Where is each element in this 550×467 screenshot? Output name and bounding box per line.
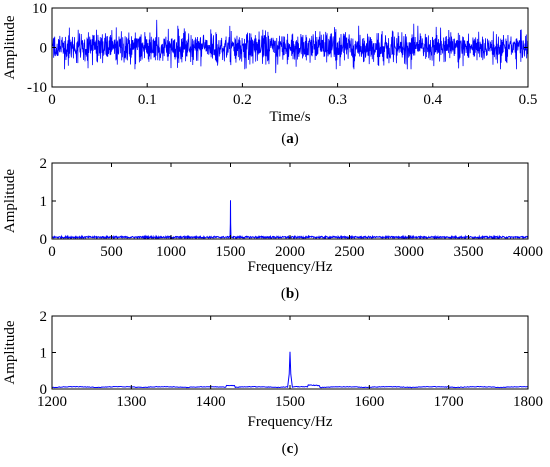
axes-frame: [51, 162, 529, 240]
y-axis-label: Amplitude: [2, 169, 18, 234]
y-axis-label: Amplitude: [2, 15, 18, 80]
y-tick-label: 0: [40, 232, 48, 248]
x-tick-label: 0.4: [423, 92, 442, 108]
y-tick-label: 10: [32, 1, 47, 17]
x-tick-label: 4000: [513, 244, 543, 260]
series-line: [51, 351, 529, 389]
x-tick-label: 1700: [434, 394, 464, 410]
x-tick-label: 3000: [394, 244, 424, 260]
panel-caption: (c): [282, 441, 299, 457]
panel-caption: (b): [281, 286, 299, 302]
x-tick-label: 1800: [513, 394, 543, 410]
x-tick-label: 1500: [216, 244, 246, 260]
x-tick-label: 500: [100, 244, 123, 260]
y-tick-label: 2: [40, 309, 48, 325]
panel-b: 0 500 1000 1500 2000 2500 3000 3500 4000 0 1 2 Frequ…: [2, 156, 543, 302]
series-line: [51, 200, 529, 240]
x-tick-label: 2000: [275, 244, 305, 260]
x-tick-label: 0: [48, 92, 56, 108]
series-line: [51, 19, 529, 74]
x-tick-label: 0.3: [328, 92, 347, 108]
x-tick-label: 2500: [335, 244, 365, 260]
panel-caption: (a): [281, 131, 299, 147]
x-tick-label: 0.5: [519, 92, 538, 108]
y-axis-label: Amplitude: [2, 320, 18, 385]
y-tick-label: 2: [40, 156, 48, 172]
x-tick-label: 3500: [454, 244, 484, 260]
y-tick-label: -10: [27, 80, 47, 96]
x-axis-label: Frequency/Hz: [248, 414, 333, 430]
panel-c: 1200 1300 1400 1500 1600 1700 1800 0 1 2 Frequency…: [2, 309, 543, 457]
x-tick-label: 1400: [196, 394, 226, 410]
x-tick-label: 0.2: [233, 92, 252, 108]
x-tick-label: 1600: [354, 394, 384, 410]
x-tick-label: 1000: [156, 244, 186, 260]
x-tick-label: 0: [48, 244, 56, 260]
x-axis-label: Time/s: [269, 109, 310, 125]
y-tick-label: 0: [40, 41, 48, 57]
y-tick-label: 1: [40, 346, 48, 362]
y-tick-label: 0: [40, 382, 48, 398]
x-tick-label: 1200: [37, 394, 67, 410]
x-axis-label: Frequency/Hz: [248, 259, 333, 275]
x-tick-label: 1300: [116, 394, 146, 410]
x-tick-label: 1500: [275, 394, 305, 410]
y-tick-label: 1: [40, 194, 48, 210]
x-tick-label: 0.1: [138, 92, 157, 108]
